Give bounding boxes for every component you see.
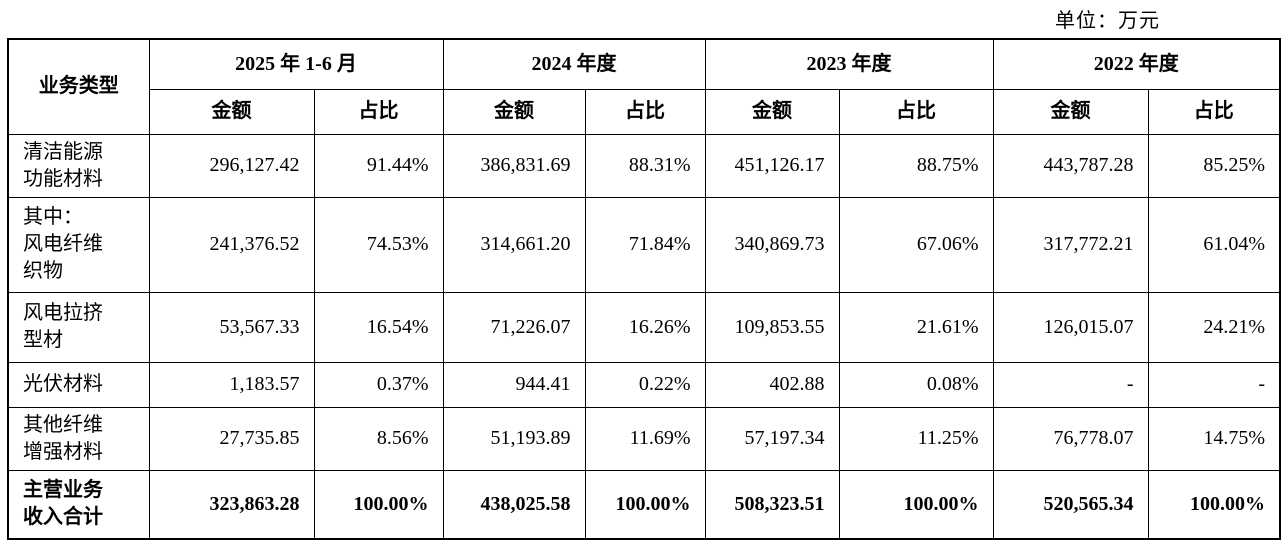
ratio-cell: 0.08% <box>838 361 994 408</box>
amount-cell: 443,787.28 <box>992 133 1149 198</box>
ratio-cell: 100.00% <box>838 469 994 540</box>
ratio-cell: 24.21% <box>1147 291 1281 363</box>
amount-cell: 57,197.34 <box>704 406 840 471</box>
amount-cell: 51,193.89 <box>442 406 586 471</box>
amount-cell: 109,853.55 <box>704 291 840 363</box>
unit-label: 单位：万元 <box>1055 10 1160 32</box>
ratio-cell: - <box>1147 361 1281 408</box>
header-row-metrics: 金额 占比 金额 占比 金额 占比 金额 占比 <box>8 88 1281 135</box>
period-header-2022: 2022 年度 <box>992 38 1281 90</box>
ratio-cell: 71.84% <box>584 196 706 293</box>
period-header-2024: 2024 年度 <box>442 38 706 90</box>
revenue-breakdown-table: 业务类型 2025 年 1-6 月 2024 年度 2023 年度 2022 年… <box>7 38 1282 540</box>
ratio-header: 占比 <box>584 88 706 135</box>
ratio-cell: 100.00% <box>1147 469 1281 540</box>
amount-cell: 76,778.07 <box>992 406 1149 471</box>
ratio-header: 占比 <box>838 88 994 135</box>
ratio-cell: 14.75% <box>1147 406 1281 471</box>
ratio-cell: 0.37% <box>313 361 444 408</box>
table-row: 其他纤维 增强材料 27,735.85 8.56% 51,193.89 11.6… <box>7 406 1281 471</box>
header-row-periods: 业务类型 2025 年 1-6 月 2024 年度 2023 年度 2022 年… <box>7 38 1281 135</box>
amount-cell: 340,869.73 <box>704 196 840 293</box>
ratio-cell: 100.00% <box>584 469 706 540</box>
table-row-total: 主营业务 收入合计 323,863.28 100.00% 438,025.58 … <box>7 469 1281 540</box>
amount-cell: 53,567.33 <box>148 291 315 363</box>
amount-cell: 71,226.07 <box>442 291 586 363</box>
amount-cell: 296,127.42 <box>148 133 315 198</box>
row-label: 主营业务 收入合计 <box>7 469 150 540</box>
amount-cell: 944.41 <box>442 361 586 408</box>
ratio-cell: 8.56% <box>313 406 444 471</box>
table-row: 光伏材料 1,183.57 0.37% 944.41 0.22% 402.88 … <box>7 361 1281 408</box>
amount-header: 金额 <box>704 88 840 135</box>
row-label: 清洁能源 功能材料 <box>7 133 150 198</box>
table-row: 其中： 风电纤维 织物 241,376.52 74.53% 314,661.20… <box>7 196 1281 293</box>
amount-cell: 314,661.20 <box>442 196 586 293</box>
ratio-cell: 16.54% <box>313 291 444 363</box>
row-label: 其他纤维 增强材料 <box>7 406 150 471</box>
amount-cell: - <box>992 361 1149 408</box>
amount-cell: 317,772.21 <box>992 196 1149 293</box>
ratio-cell: 88.31% <box>584 133 706 198</box>
amount-cell: 126,015.07 <box>992 291 1149 363</box>
amount-header: 金额 <box>992 88 1149 135</box>
amount-header: 金额 <box>148 88 315 135</box>
period-header-2025: 2025 年 1-6 月 <box>148 38 444 90</box>
amount-header: 金额 <box>442 88 586 135</box>
ratio-cell: 67.06% <box>838 196 994 293</box>
business-type-header: 业务类型 <box>7 38 150 135</box>
amount-cell: 438,025.58 <box>442 469 586 540</box>
amount-cell: 451,126.17 <box>704 133 840 198</box>
ratio-cell: 0.22% <box>584 361 706 408</box>
row-label: 风电拉挤 型材 <box>7 291 150 363</box>
amount-cell: 323,863.28 <box>148 469 315 540</box>
ratio-cell: 11.69% <box>584 406 706 471</box>
amount-cell: 386,831.69 <box>442 133 586 198</box>
ratio-cell: 100.00% <box>313 469 444 540</box>
amount-cell: 1,183.57 <box>148 361 315 408</box>
ratio-cell: 21.61% <box>838 291 994 363</box>
row-label: 其中： 风电纤维 织物 <box>7 196 150 293</box>
amount-cell: 520,565.34 <box>992 469 1149 540</box>
ratio-cell: 11.25% <box>838 406 994 471</box>
row-label: 光伏材料 <box>7 361 150 408</box>
table-row: 清洁能源 功能材料 296,127.42 91.44% 386,831.69 8… <box>7 133 1281 198</box>
ratio-cell: 74.53% <box>313 196 444 293</box>
amount-cell: 402.88 <box>704 361 840 408</box>
ratio-cell: 88.75% <box>838 133 994 198</box>
amount-cell: 508,323.51 <box>704 469 840 540</box>
table-row: 风电拉挤 型材 53,567.33 16.54% 71,226.07 16.26… <box>7 291 1281 363</box>
ratio-header: 占比 <box>1147 88 1281 135</box>
ratio-cell: 61.04% <box>1147 196 1281 293</box>
ratio-cell: 16.26% <box>584 291 706 363</box>
ratio-cell: 85.25% <box>1147 133 1281 198</box>
period-header-2023: 2023 年度 <box>704 38 994 90</box>
amount-cell: 27,735.85 <box>148 406 315 471</box>
ratio-cell: 91.44% <box>313 133 444 198</box>
ratio-header: 占比 <box>313 88 444 135</box>
amount-cell: 241,376.52 <box>148 196 315 293</box>
